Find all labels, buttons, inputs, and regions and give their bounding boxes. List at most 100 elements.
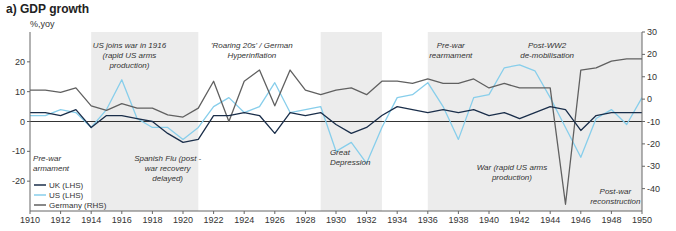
- y-tick-label: -10: [12, 146, 25, 156]
- y-tick: [27, 151, 30, 152]
- annotation-line: reconstruction: [590, 197, 641, 206]
- annotation: GreatDepression: [330, 148, 371, 167]
- title: a) GDP growth: [6, 2, 89, 16]
- annotation-line: Post-war: [600, 187, 632, 196]
- annotation: War (rapid US armsproduction): [477, 163, 548, 182]
- x-tick-label: 1928: [295, 215, 315, 225]
- y2-tick: [642, 99, 645, 100]
- x-tick-label: 1950: [632, 215, 652, 225]
- x-tick: [152, 211, 153, 214]
- y-tick-label: 20: [15, 57, 25, 67]
- x-tick: [244, 211, 245, 214]
- annotation-line: de-mobilisation: [520, 51, 574, 60]
- y-tick: [27, 121, 30, 122]
- x-tick-label: 1944: [540, 215, 560, 225]
- y-tick: [27, 181, 30, 182]
- legend-label: UK (LHS): [49, 181, 84, 190]
- background: [0, 0, 676, 231]
- x-tick-label: 1936: [418, 215, 438, 225]
- x-tick: [183, 211, 184, 214]
- annotation: 'Roaring 20s' / GermanHyperinflation: [211, 41, 293, 60]
- y2-tick-label: 30: [647, 27, 657, 37]
- x-tick: [611, 211, 612, 214]
- x-tick-label: 1934: [387, 215, 407, 225]
- x-tick-label: 1912: [51, 215, 71, 225]
- x-tick: [550, 211, 551, 214]
- x-tick-label: 1922: [204, 215, 224, 225]
- x-tick: [91, 211, 92, 214]
- annotation-line: rearmament: [429, 51, 473, 60]
- x-tick-label: 1942: [510, 215, 530, 225]
- x-tick-label: 1914: [81, 215, 101, 225]
- annotation-line: US joins war in 1916: [93, 41, 167, 50]
- x-tick-label: 1948: [601, 215, 621, 225]
- legend-swatch: [34, 204, 46, 206]
- x-tick: [397, 211, 398, 214]
- x-tick: [642, 211, 643, 214]
- y2-tick-label: -20: [647, 139, 660, 149]
- legend-item: UK (LHS): [34, 181, 84, 190]
- x-tick: [427, 211, 428, 214]
- y2-tick-label: -30: [647, 161, 660, 171]
- legend-label: Germany (RHS): [49, 201, 107, 210]
- chart: a) GDP growth%,yoy1910191219141916191819…: [0, 0, 676, 231]
- x-tick: [519, 211, 520, 214]
- annotation-line: war recovery: [145, 164, 192, 173]
- annotation-line: Pre-war: [437, 41, 465, 50]
- plot-area: [30, 32, 642, 211]
- y-tick: [27, 61, 30, 62]
- series-line: [30, 59, 642, 204]
- axes: 1910191219141916191819201922192419261928…: [12, 27, 660, 225]
- y2-tick: [642, 54, 645, 55]
- legend-swatch: [34, 184, 46, 186]
- y2-tick-label: 20: [647, 49, 657, 59]
- x-tick: [121, 211, 122, 214]
- annotation-line: production): [108, 61, 149, 70]
- x-tick: [30, 211, 31, 214]
- y2-tick-label: -40: [647, 184, 660, 194]
- legend-label: US (LHS): [49, 191, 84, 200]
- x-tick: [336, 211, 337, 214]
- y2-tick: [642, 32, 645, 33]
- x-tick-label: 1946: [571, 215, 591, 225]
- series-line: [30, 107, 642, 143]
- x-tick-label: 1938: [448, 215, 468, 225]
- y2-tick-label: 0: [647, 94, 652, 104]
- x-tick: [274, 211, 275, 214]
- y-axis-label: %,yoy: [30, 19, 55, 29]
- annotation-line: Pre-war: [33, 154, 61, 163]
- series-line: [30, 65, 642, 163]
- annotation-line: (rapid US arms: [103, 51, 157, 60]
- annotation-line: armament: [33, 164, 70, 173]
- y2-tick: [642, 188, 645, 189]
- annotation: Post-warreconstruction: [590, 187, 641, 206]
- x-tick-label: 1926: [265, 215, 285, 225]
- annotation-line: Post-WW2: [528, 41, 567, 50]
- annotation-line: delayed): [152, 174, 183, 183]
- y2-tick-label: -10: [647, 117, 660, 127]
- x-tick: [580, 211, 581, 214]
- x-tick-label: 1918: [142, 215, 162, 225]
- x-tick-label: 1930: [326, 215, 346, 225]
- annotation-line: 'Roaring 20s' / German: [211, 41, 293, 50]
- y2-tick: [642, 76, 645, 77]
- y2-tick: [642, 121, 645, 122]
- annotations: US joins war in 1916(rapid US armsproduc…: [33, 41, 641, 206]
- annotation-line: production): [491, 173, 532, 182]
- x-tick-label: 1932: [357, 215, 377, 225]
- y-tick: [27, 91, 30, 92]
- x-tick: [366, 211, 367, 214]
- annotation-line: Hyperinflation: [227, 51, 276, 60]
- y2-tick: [642, 143, 645, 144]
- x-tick: [213, 211, 214, 214]
- annotation: Spanish Flu (post -war recoverydelayed): [134, 154, 201, 183]
- annotation: Pre-wararmament: [33, 154, 70, 173]
- x-tick: [305, 211, 306, 214]
- x-tick-label: 1916: [112, 215, 132, 225]
- annotation: Pre-warrearmament: [429, 41, 473, 60]
- legend-item: Germany (RHS): [34, 201, 107, 210]
- x-tick-label: 1920: [173, 215, 193, 225]
- y2-tick-label: 10: [647, 72, 657, 82]
- x-tick-label: 1940: [479, 215, 499, 225]
- legend: UK (LHS)US (LHS)Germany (RHS): [34, 181, 107, 210]
